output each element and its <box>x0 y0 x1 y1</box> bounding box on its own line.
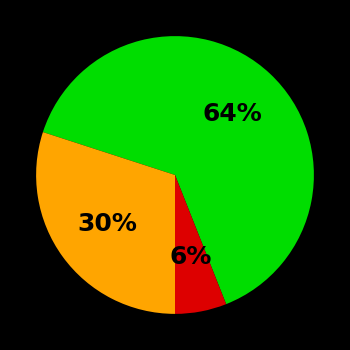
Wedge shape <box>43 36 314 304</box>
Text: 30%: 30% <box>78 212 138 236</box>
Wedge shape <box>175 175 226 314</box>
Wedge shape <box>36 132 175 314</box>
Text: 64%: 64% <box>202 102 262 126</box>
Text: 6%: 6% <box>169 245 212 269</box>
